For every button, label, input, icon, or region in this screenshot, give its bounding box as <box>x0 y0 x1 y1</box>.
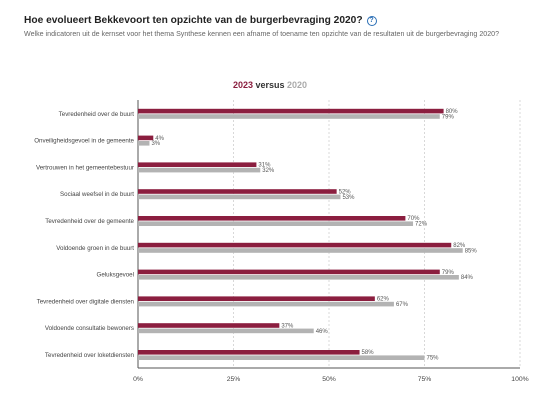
bar-2020 <box>138 221 414 226</box>
bar-2020 <box>138 275 459 280</box>
x-tick-label: 25% <box>227 376 241 383</box>
data-label-2023: 58% <box>362 350 375 356</box>
bar-2020 <box>138 328 314 334</box>
bar-2023 <box>138 350 360 355</box>
data-label-2023: 80% <box>446 109 459 115</box>
data-label-2020: 84% <box>461 275 474 281</box>
chart-header: Hoe evolueert Bekkevoort ten opzichte va… <box>24 15 524 38</box>
bar-2023 <box>138 216 406 221</box>
category-label: Onveiligheidsgevoel in de gemeente <box>34 138 134 145</box>
bar-2023 <box>138 162 257 167</box>
bar-2020 <box>138 141 150 146</box>
data-label-2020: 79% <box>442 114 455 120</box>
bar-2023 <box>138 189 337 194</box>
data-label-2023: 79% <box>442 270 455 276</box>
bar-2023 <box>138 269 440 275</box>
legend-previous-year: 2020 <box>287 80 308 90</box>
legend-current-year: 2023 <box>232 80 253 90</box>
category-label: Vertrouwen in het gemeentebestuur <box>36 164 134 171</box>
legend-connector: versus <box>255 80 285 90</box>
category-label: Geluksgevoel <box>97 272 135 279</box>
category-label: Sociaal weefsel in de buurt <box>60 191 134 198</box>
category-label: Tevredenheid over loketdiensten <box>45 352 135 359</box>
data-label-2023: 4% <box>155 136 164 142</box>
data-label-2020: 67% <box>396 302 409 308</box>
data-label-2020: 75% <box>427 356 440 362</box>
bar-2023 <box>138 108 444 114</box>
x-tick-label: 50% <box>322 376 336 383</box>
data-label-2020: 32% <box>262 168 275 174</box>
category-label: Voldoende consultatie bewoners <box>45 325 134 332</box>
chart-title: Hoe evolueert Bekkevoort ten opzichte va… <box>24 15 363 26</box>
x-tick-label: 75% <box>418 376 432 383</box>
category-label: Tevredenheid over de buurt <box>59 111 135 118</box>
x-tick-label: 0% <box>133 376 143 383</box>
bar-2020 <box>138 248 463 253</box>
data-label-2023: 37% <box>281 323 294 329</box>
data-label-2023: 62% <box>377 297 390 303</box>
x-tick-label: 100% <box>511 376 528 383</box>
bar-2020 <box>138 301 394 307</box>
data-label-2023: 52% <box>339 189 352 195</box>
bar-2020 <box>138 114 440 119</box>
data-label-2020: 3% <box>151 141 160 147</box>
bar-2020 <box>138 194 341 200</box>
category-label: Tevredenheid over de gemeente <box>45 218 134 225</box>
chart-title-row: Hoe evolueert Bekkevoort ten opzichte va… <box>24 15 524 26</box>
data-label-2023: 70% <box>407 216 420 222</box>
category-label: Tevredenheid over digitale diensten <box>37 298 135 305</box>
question-circle-icon[interactable]: ? <box>366 15 377 26</box>
data-label-2023: 82% <box>453 243 466 249</box>
bar-2020 <box>138 167 261 173</box>
data-label-2023: 31% <box>258 163 271 169</box>
data-label-2020: 85% <box>465 248 478 254</box>
data-label-2020: 72% <box>415 222 428 228</box>
bar-2020 <box>138 355 425 360</box>
chart-legend: 2023 versus 2020 <box>0 80 540 90</box>
bar-2023 <box>138 296 375 301</box>
bar-2023 <box>138 135 154 141</box>
chart-subtitle: Welke indicatoren uit de kernset voor he… <box>24 30 500 38</box>
bar-2023 <box>138 323 280 328</box>
data-label-2020: 53% <box>342 195 355 201</box>
bar-2023 <box>138 242 452 248</box>
data-label-2020: 46% <box>316 329 329 335</box>
category-label: Voldoende groen in de buurt <box>56 245 134 252</box>
